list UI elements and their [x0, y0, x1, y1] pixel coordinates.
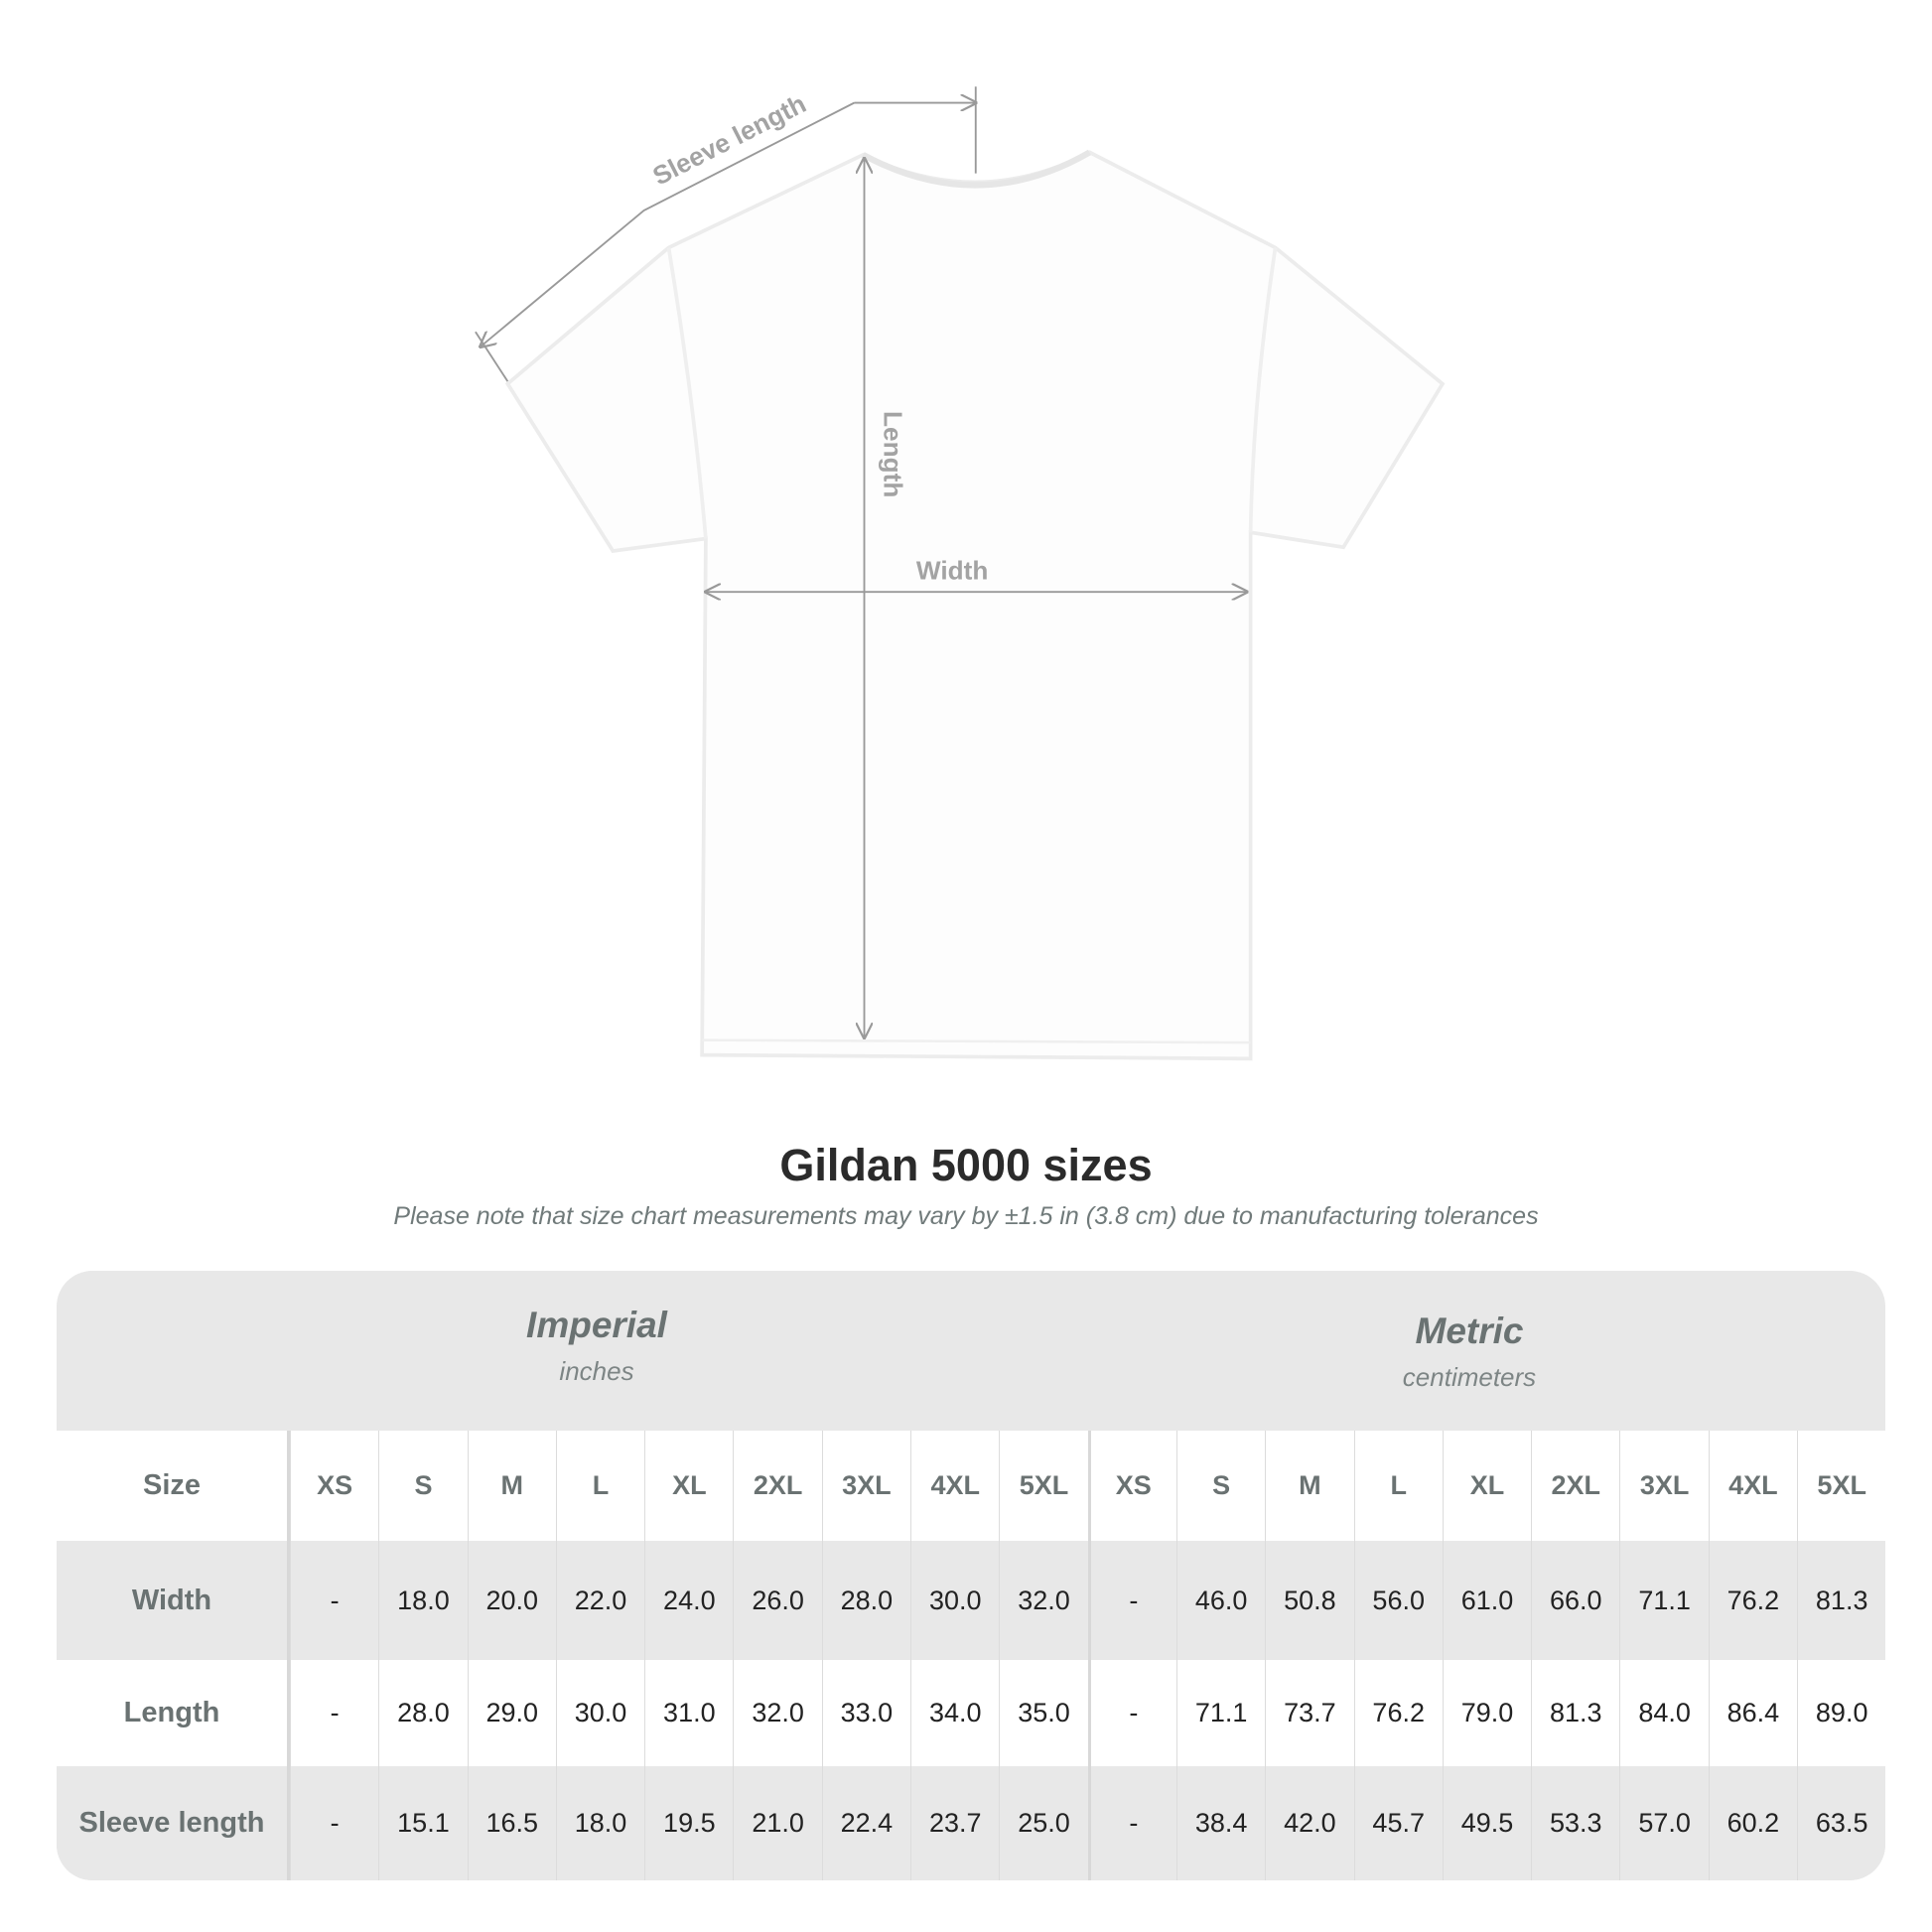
table-cell-metric: 53.3 [1531, 1766, 1619, 1880]
row-label: Length [57, 1660, 290, 1766]
table-cell-imperial: 23.7 [910, 1766, 999, 1880]
table-cell-imperial: 26.0 [733, 1541, 821, 1660]
table-cell-imperial: 31.0 [644, 1660, 733, 1766]
table-cell-imperial: 19.5 [644, 1766, 733, 1880]
table-cell-imperial: 30.0 [555, 1660, 644, 1766]
table-cell-metric: 60.2 [1708, 1766, 1797, 1880]
table-cell-imperial: 35.0 [999, 1660, 1087, 1766]
table-cell-metric: 79.0 [1442, 1660, 1531, 1766]
imperial-header: Imperial inches [348, 1305, 845, 1387]
table-cell-metric: 49.5 [1442, 1766, 1531, 1880]
metric-unit: centimeters [1402, 1362, 1537, 1392]
table-cell-imperial: 28.0 [821, 1541, 910, 1660]
table-cell-metric: 66.0 [1531, 1541, 1619, 1660]
table-cell-metric: 46.0 [1175, 1541, 1265, 1660]
unit-header: Imperial inches Metric centimeters [57, 1271, 1885, 1431]
length-label: Length [878, 411, 907, 497]
table-cell-imperial: 28.0 [378, 1660, 467, 1766]
row-label: Sleeve length [57, 1766, 290, 1880]
table-cell-imperial: 30.0 [910, 1541, 999, 1660]
table-cell-metric: 63.5 [1797, 1766, 1885, 1880]
table-cell-imperial: 32.0 [999, 1541, 1087, 1660]
size-header-row: Size XS S M L XL 2XL 3XL 4XL 5XL XS S M L XL 2XL 3XL 4XL… [57, 1431, 1885, 1541]
table-cell-imperial: 29.0 [467, 1660, 556, 1766]
size-header-imperial: M [467, 1431, 556, 1541]
table-cell-metric: 89.0 [1797, 1660, 1885, 1766]
table-cell-metric: 61.0 [1442, 1541, 1531, 1660]
size-header-imperial: XL [644, 1431, 733, 1541]
table-cell-imperial: - [290, 1660, 378, 1766]
tshirt-measurement-diagram: Sleeve length Length Width [475, 86, 1446, 1061]
size-label: Size [57, 1431, 290, 1541]
tolerance-note: Please note that size chart measurements… [393, 1202, 1539, 1230]
table-cell-imperial: 22.4 [821, 1766, 910, 1880]
tshirt-shape [504, 150, 1446, 1061]
imperial-title: Imperial [526, 1305, 667, 1345]
size-header-metric: S [1175, 1431, 1265, 1541]
size-header-imperial: S [378, 1431, 467, 1541]
row-label: Width [57, 1541, 290, 1660]
table-cell-metric: 38.4 [1175, 1766, 1265, 1880]
size-header-imperial: L [555, 1431, 644, 1541]
table-cell-imperial: 22.0 [555, 1541, 644, 1660]
table-cell-imperial: 32.0 [733, 1660, 821, 1766]
size-header-imperial: 2XL [733, 1431, 821, 1541]
table-cell-metric: 42.0 [1265, 1766, 1353, 1880]
table-cell-metric: 81.3 [1797, 1541, 1885, 1660]
table-cell-imperial: 24.0 [644, 1541, 733, 1660]
size-header-metric: XL [1442, 1431, 1531, 1541]
table-cell-imperial: 34.0 [910, 1660, 999, 1766]
size-header-imperial: 3XL [821, 1431, 910, 1541]
table-cell-metric: 71.1 [1175, 1660, 1265, 1766]
width-label: Width [916, 556, 988, 586]
sleeve-length-measure [475, 86, 976, 382]
sleeve-length-label: Sleeve length [648, 88, 811, 191]
table-cell-metric: - [1087, 1660, 1176, 1766]
table-cell-imperial: - [290, 1541, 378, 1660]
table-row-sleeve-length: Sleeve length -15.1 16.5 18.0 19.5 21.0 22.4 23… [57, 1766, 1885, 1880]
table-cell-metric: 84.0 [1619, 1660, 1708, 1766]
imperial-unit: inches [559, 1356, 634, 1386]
table-row-length: Length -28.0 29.0 30.0 31.0 32.0 33.0 34.0 35.0-… [57, 1660, 1885, 1766]
size-header-metric: L [1353, 1431, 1443, 1541]
table-cell-imperial: 18.0 [555, 1766, 644, 1880]
size-table: Imperial inches Metric centimeters Size … [57, 1271, 1885, 1880]
table-row-width: Width -18.0 20.0 22.0 24.0 26.0 28.0 30.0 32.0-4… [57, 1541, 1885, 1660]
size-header-imperial: 5XL [999, 1431, 1087, 1541]
size-header-metric: M [1265, 1431, 1353, 1541]
size-header-imperial: 4XL [910, 1431, 999, 1541]
table-cell-imperial: - [290, 1766, 378, 1880]
metric-title: Metric [1415, 1311, 1524, 1351]
size-header-metric: 5XL [1797, 1431, 1885, 1541]
size-header-metric: 3XL [1619, 1431, 1708, 1541]
size-header-metric: XS [1087, 1431, 1176, 1541]
table-cell-imperial: 18.0 [378, 1541, 467, 1660]
size-header-metric: 4XL [1708, 1431, 1797, 1541]
table-cell-metric: 50.8 [1265, 1541, 1353, 1660]
table-cell-metric: - [1087, 1541, 1176, 1660]
table-cell-metric: 76.2 [1708, 1541, 1797, 1660]
table-cell-metric: 56.0 [1353, 1541, 1443, 1660]
table-cell-metric: 81.3 [1531, 1660, 1619, 1766]
table-cell-imperial: 21.0 [733, 1766, 821, 1880]
metric-header: Metric centimeters [1221, 1311, 1718, 1393]
table-cell-metric: 71.1 [1619, 1541, 1708, 1660]
table-cell-imperial: 33.0 [821, 1660, 910, 1766]
table-cell-metric: - [1087, 1766, 1176, 1880]
table-cell-imperial: 25.0 [999, 1766, 1087, 1880]
table-cell-metric: 45.7 [1353, 1766, 1443, 1880]
size-header-imperial: XS [290, 1431, 378, 1541]
size-header-metric: 2XL [1531, 1431, 1619, 1541]
table-cell-metric: 73.7 [1265, 1660, 1353, 1766]
page-title: Gildan 5000 sizes [779, 1140, 1153, 1190]
table-cell-imperial: 16.5 [467, 1766, 556, 1880]
table-cell-metric: 57.0 [1619, 1766, 1708, 1880]
table-cell-metric: 86.4 [1708, 1660, 1797, 1766]
table-cell-metric: 76.2 [1353, 1660, 1443, 1766]
table-cell-imperial: 20.0 [467, 1541, 556, 1660]
table-cell-imperial: 15.1 [378, 1766, 467, 1880]
